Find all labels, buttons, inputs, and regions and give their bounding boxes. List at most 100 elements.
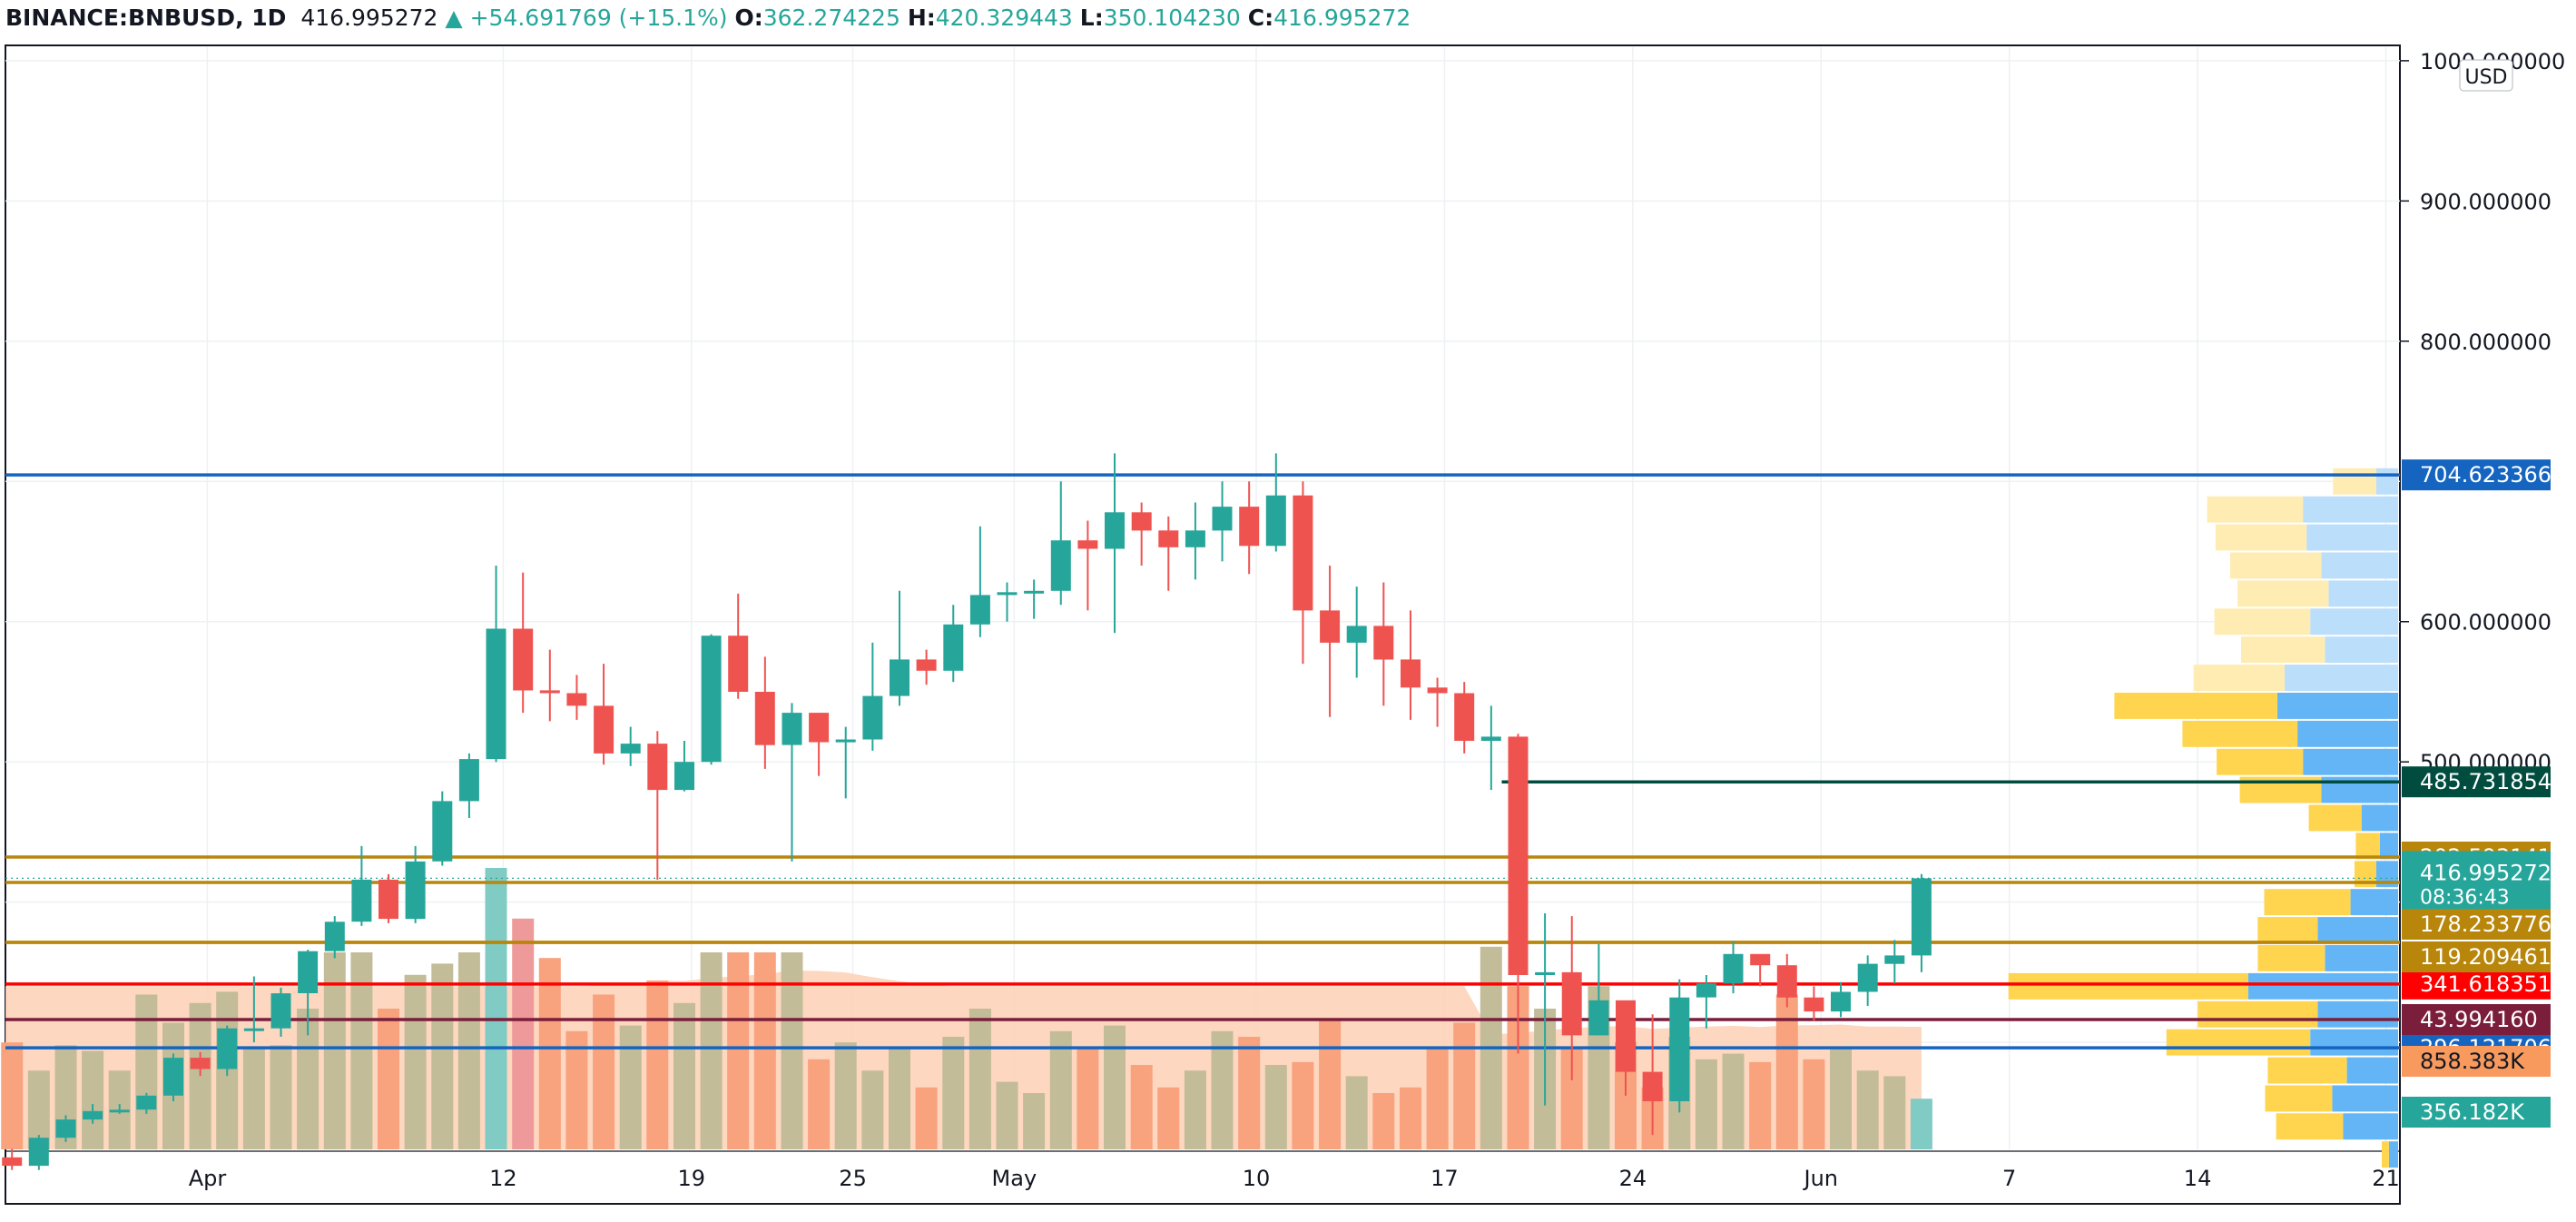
volume-profile-up-bar	[2310, 608, 2398, 636]
volume-profile-down-bar	[2264, 889, 2351, 916]
volume-profile-up-bar	[2379, 833, 2398, 860]
volume-bar	[350, 952, 373, 1149]
volume-bar	[673, 1002, 695, 1149]
currency-badge[interactable]: USD	[2459, 59, 2513, 92]
volume-bar	[915, 1087, 938, 1149]
volume-bar	[727, 952, 750, 1149]
candle-body	[1212, 507, 1233, 531]
candle-body	[862, 695, 883, 740]
candle-body	[1373, 626, 1394, 660]
close-label: C:	[1247, 5, 1274, 31]
volume-profile-down-bar	[2265, 1085, 2333, 1112]
candle-body	[1669, 997, 1690, 1101]
change-value: +54.691769 (+15.1%)	[469, 5, 728, 31]
volume-bar	[404, 974, 427, 1149]
volume-profile-down-bar	[2257, 945, 2325, 971]
volume-profile-down-bar	[2333, 468, 2376, 495]
volume-profile-up-bar	[2247, 972, 2398, 1000]
level-price-label: 341.618351	[2420, 971, 2551, 997]
level-price-label-bg	[2402, 941, 2551, 972]
volume-profile-down-bar	[2215, 524, 2307, 551]
volume-bar	[861, 1070, 884, 1149]
level-price-label: 485.731854	[2420, 769, 2551, 794]
volume-profile-up-bar	[2375, 468, 2398, 495]
volume-profile-down-bar	[2166, 1029, 2311, 1056]
volume-bar	[82, 1050, 104, 1149]
volume-last-label-bg	[2402, 1097, 2551, 1128]
candle-body	[674, 762, 694, 791]
price-axis[interactable]: 1000.000000900.000000800.000000600.00000…	[2400, 49, 2565, 775]
candle-body	[809, 713, 830, 743]
volume-profile-up-bar	[2303, 748, 2398, 775]
candle-body	[701, 636, 722, 763]
volume-bar	[378, 1009, 399, 1149]
volume-profile-down-bar	[2197, 1000, 2318, 1028]
volume-profile-down-bar	[2217, 748, 2304, 775]
time-tick-label: 24	[1619, 1166, 1647, 1191]
volume-bar	[1426, 1048, 1449, 1149]
candle-body	[243, 1028, 264, 1031]
candle-body	[1750, 953, 1771, 966]
volume-ma-label: 858.383K	[2420, 1049, 2525, 1074]
high-label: H:	[907, 5, 936, 31]
volume-profile-down-bar	[2241, 636, 2325, 664]
candle-body	[1884, 955, 1905, 964]
level-price-label: 119.209461	[2420, 944, 2551, 970]
volume-bar	[1211, 1030, 1234, 1149]
volume-profile-down-bar	[2008, 972, 2248, 1000]
volume-bar	[1, 1042, 24, 1149]
candle-body	[1454, 693, 1475, 741]
candle-body	[890, 659, 909, 696]
candle-body	[782, 713, 802, 745]
volume-bar	[1722, 1053, 1745, 1149]
time-tick-label: Apr	[189, 1166, 227, 1191]
volume-bar	[700, 952, 723, 1149]
candle-body	[916, 659, 937, 671]
candle-body	[458, 759, 479, 802]
volume-bar	[1883, 1076, 1906, 1149]
candle-body	[513, 628, 534, 691]
candle-body	[1185, 530, 1205, 547]
volume-bar	[968, 1009, 991, 1149]
candle-body	[1239, 507, 1260, 547]
candle-body	[1616, 1000, 1636, 1072]
horizontal-lines[interactable]	[5, 473, 2400, 1050]
volume-profile-down-bar	[2267, 1057, 2347, 1084]
volume-profile-down-bar	[2382, 1141, 2389, 1168]
volume-profile-down-bar	[2257, 917, 2318, 943]
volume-bar	[1453, 1022, 1476, 1149]
candle-body	[217, 1028, 238, 1069]
level-price-label: 178.233776	[2420, 912, 2551, 937]
time-axis[interactable]: Apr 12 19 25 May 10 17 24 Jun 7 14 21	[189, 1166, 2400, 1191]
open-value: 362.274225	[762, 5, 900, 31]
candle-body	[1158, 530, 1179, 547]
volume-bar	[1157, 1087, 1180, 1149]
low-label: L:	[1079, 5, 1104, 31]
volume-profile-up-bar	[2297, 720, 2398, 747]
time-tick-label: 7	[2002, 1166, 2016, 1191]
volume-bar	[1372, 1093, 1395, 1149]
candle-body	[1077, 540, 1098, 549]
volume-bar	[1292, 1061, 1314, 1149]
volume-profile-down-bar	[2276, 1113, 2344, 1140]
volume-profile-down-bar	[2230, 552, 2322, 579]
time-tick-label: 10	[1243, 1166, 1271, 1191]
candle-body	[28, 1138, 49, 1167]
candle-body	[190, 1058, 211, 1069]
volume-bar	[1130, 1065, 1153, 1149]
volume-profile-up-bar	[2325, 636, 2398, 664]
candle-body	[432, 801, 453, 862]
time-tick-label: Jun	[1803, 1166, 1839, 1191]
volume-profile-down-bar	[2193, 665, 2285, 691]
volume-bar	[1023, 1093, 1046, 1149]
candle-body	[379, 879, 398, 920]
volume-profile-up-bar	[2346, 1057, 2398, 1084]
symbol-title[interactable]: BINANCE:BNBUSD, 1D	[5, 5, 287, 31]
level-price-label: 43.994160	[2420, 1007, 2538, 1032]
time-tick-label: 21	[2372, 1166, 2400, 1191]
candle-body	[1265, 495, 1286, 547]
candle-body	[109, 1109, 130, 1113]
level-price-label-bg	[2402, 766, 2551, 798]
candle-body	[324, 921, 345, 951]
